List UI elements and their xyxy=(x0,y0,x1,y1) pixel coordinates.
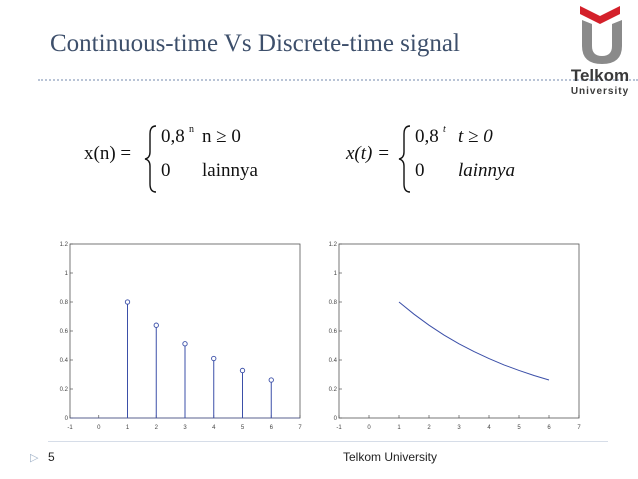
y-tick-label: 1.2 xyxy=(329,242,338,248)
x-tick-label: 5 xyxy=(241,425,245,431)
telkom-logo-icon: Telkom University xyxy=(571,6,629,97)
y-tick-label: 0 xyxy=(334,416,338,422)
stem-marker xyxy=(153,322,159,328)
x-tick-label: 7 xyxy=(577,425,581,431)
continuous-case1-value: 0,8 xyxy=(415,126,439,147)
y-tick-label: 1.2 xyxy=(60,242,69,248)
y-tick-label: 0.4 xyxy=(60,358,69,364)
x-tick-label: 4 xyxy=(212,425,216,431)
continuous-line-chart: -1 0 1 2 3 4 5 6 7 0 0.2 0.4 0.6 0.8 1 1.2 xyxy=(329,242,582,431)
stem-marker xyxy=(182,341,188,347)
footer-bullet-icon: ▷ xyxy=(30,452,39,464)
y-tick-label: 0 xyxy=(65,416,69,422)
stem-marker xyxy=(268,377,274,383)
y-tick-label: 0.6 xyxy=(60,329,69,335)
discrete-stem-chart: -1 0 1 2 3 4 5 6 7 0 0.2 0.4 0.6 0.8 1 1.2 xyxy=(60,242,303,431)
x-tick-label: 3 xyxy=(457,425,461,431)
logo-line2: University xyxy=(571,86,629,97)
discrete-lhs: x(n) = xyxy=(84,143,132,164)
stem-marker xyxy=(211,355,217,362)
discrete-formula: x(n) = 0,8 n n ≥ 0 0 lainnya xyxy=(84,118,284,198)
y-tick-label: 0.4 xyxy=(329,358,338,364)
footer-university: Telkom University xyxy=(343,450,438,464)
x-tick-label: -1 xyxy=(67,425,73,431)
discrete-case2-condition: lainnya xyxy=(202,160,258,181)
continuous-case2-value: 0 xyxy=(415,160,425,181)
y-tick-label: 0.2 xyxy=(329,387,338,393)
x-tick-label: -1 xyxy=(336,425,342,431)
x-tick-label: 2 xyxy=(155,425,159,431)
x-tick-label: 6 xyxy=(547,425,551,431)
x-tick-label: 0 xyxy=(367,425,371,431)
y-tick-label: 0.8 xyxy=(329,300,338,306)
telkom-university-logo: Telkom University xyxy=(562,0,638,100)
discrete-case1-value: 0,8 xyxy=(161,126,185,147)
x-tick-label: 6 xyxy=(270,425,274,431)
discrete-case2-value: 0 xyxy=(161,160,171,181)
y-tick-label: 1 xyxy=(334,271,338,277)
continuous-lhs: x(t) = xyxy=(346,143,390,164)
continuous-case1-condition: t ≥ 0 xyxy=(458,126,493,147)
continuous-case1-exponent: t xyxy=(443,124,446,135)
x-tick-label: 1 xyxy=(397,425,401,431)
x-tick-label: 4 xyxy=(487,425,491,431)
footer-divider xyxy=(48,441,608,442)
x-tick-label: 5 xyxy=(517,425,521,431)
slide-title: Continuous-time Vs Discrete-time signal xyxy=(50,30,460,57)
x-tick-label: 2 xyxy=(427,425,431,431)
series-line xyxy=(398,301,550,381)
discrete-brace-icon xyxy=(144,125,157,193)
y-tick-label: 0.2 xyxy=(60,387,69,393)
y-tick-label: 0.6 xyxy=(329,329,338,335)
logo-line1: Telkom xyxy=(571,66,629,85)
discrete-case1-exponent: n xyxy=(189,124,194,135)
continuous-brace-icon xyxy=(398,125,411,193)
plot-frame xyxy=(338,243,580,419)
x-tick-label: 7 xyxy=(298,425,302,431)
x-tick-label: 0 xyxy=(97,425,101,431)
title-divider xyxy=(38,79,638,81)
continuous-case2-condition: lainnya xyxy=(458,160,515,181)
y-tick-label: 1 xyxy=(65,271,69,277)
stem-marker xyxy=(124,299,131,305)
stem-marker xyxy=(239,367,246,374)
continuous-formula: x(t) = 0,8 t t ≥ 0 0 lainnya xyxy=(346,118,546,198)
discrete-case1-condition: n ≥ 0 xyxy=(202,126,241,147)
x-tick-label: 1 xyxy=(126,425,130,431)
page-number: 5 xyxy=(48,450,55,464)
y-tick-label: 0.8 xyxy=(60,300,69,306)
x-tick-label: 3 xyxy=(183,425,187,431)
